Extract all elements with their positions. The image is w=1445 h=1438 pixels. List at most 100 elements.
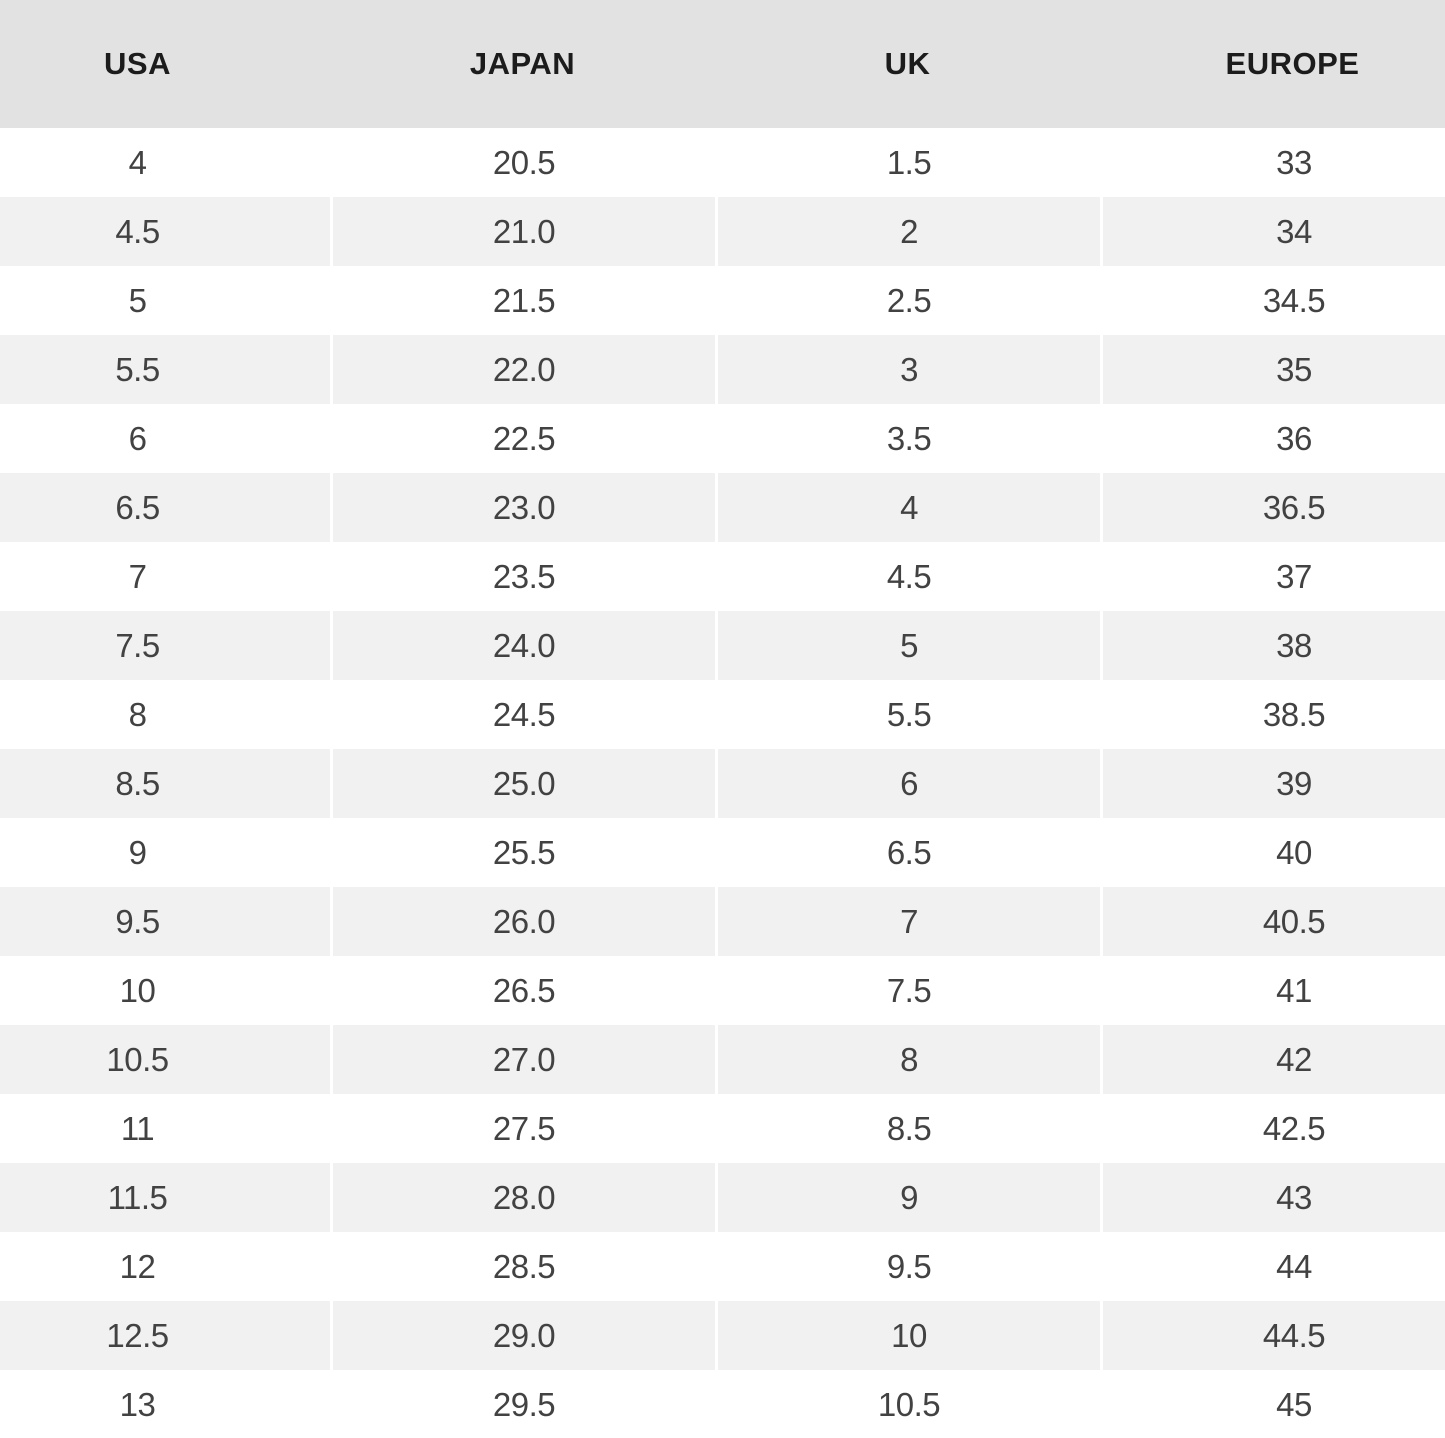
table-cell-europe: 34 xyxy=(1100,197,1445,266)
table-cell-usa: 7.5 xyxy=(0,611,330,680)
table-row: 8 24.5 5.5 38.5 xyxy=(0,680,1445,749)
table-row: 10.5 27.0 8 42 xyxy=(0,1025,1445,1094)
table-cell-usa: 10.5 xyxy=(0,1025,330,1094)
table-cell-japan: 27.5 xyxy=(330,1094,715,1163)
column-header-japan: JAPAN xyxy=(330,0,715,128)
table-row: 6 22.5 3.5 36 xyxy=(0,404,1445,473)
table-cell-europe: 40.5 xyxy=(1100,887,1445,956)
table-cell-europe: 41 xyxy=(1100,956,1445,1025)
table-cell-uk: 9 xyxy=(715,1163,1100,1232)
table-cell-uk: 4 xyxy=(715,473,1100,542)
table-cell-europe: 36 xyxy=(1100,404,1445,473)
table-row: 11 27.5 8.5 42.5 xyxy=(0,1094,1445,1163)
table-cell-uk: 3.5 xyxy=(715,404,1100,473)
table-cell-japan: 25.5 xyxy=(330,818,715,887)
table-cell-uk: 5 xyxy=(715,611,1100,680)
table-row: 7 23.5 4.5 37 xyxy=(0,542,1445,611)
table-cell-europe: 40 xyxy=(1100,818,1445,887)
table-cell-usa: 11 xyxy=(0,1094,330,1163)
table-row: 10 26.5 7.5 41 xyxy=(0,956,1445,1025)
table-cell-uk: 1.5 xyxy=(715,128,1100,197)
table-cell-japan: 22.5 xyxy=(330,404,715,473)
table-cell-europe: 43 xyxy=(1100,1163,1445,1232)
table-cell-uk: 4.5 xyxy=(715,542,1100,611)
table-cell-japan: 29.5 xyxy=(330,1370,715,1438)
table-cell-japan: 28.5 xyxy=(330,1232,715,1301)
table-row: 5 21.5 2.5 34.5 xyxy=(0,266,1445,335)
table-cell-usa: 8 xyxy=(0,680,330,749)
table-cell-uk: 2.5 xyxy=(715,266,1100,335)
table-cell-japan: 27.0 xyxy=(330,1025,715,1094)
table-cell-uk: 6.5 xyxy=(715,818,1100,887)
table-cell-japan: 20.5 xyxy=(330,128,715,197)
column-header-europe: EUROPE xyxy=(1100,0,1445,128)
table-cell-usa: 7 xyxy=(0,542,330,611)
table-cell-japan: 21.0 xyxy=(330,197,715,266)
table-cell-usa: 5 xyxy=(0,266,330,335)
table-row: 7.5 24.0 5 38 xyxy=(0,611,1445,680)
table-cell-japan: 26.0 xyxy=(330,887,715,956)
table-body: 4 20.5 1.5 33 4.5 21.0 2 34 5 21.5 2.5 3… xyxy=(0,128,1445,1438)
table-cell-europe: 35 xyxy=(1100,335,1445,404)
table-cell-europe: 37 xyxy=(1100,542,1445,611)
table-row: 13 29.5 10.5 45 xyxy=(0,1370,1445,1438)
table-cell-uk: 7.5 xyxy=(715,956,1100,1025)
table-cell-japan: 23.5 xyxy=(330,542,715,611)
table-cell-usa: 9 xyxy=(0,818,330,887)
table-cell-uk: 10.5 xyxy=(715,1370,1100,1438)
table-row: 12.5 29.0 10 44.5 xyxy=(0,1301,1445,1370)
table-cell-japan: 25.0 xyxy=(330,749,715,818)
table-cell-europe: 38 xyxy=(1100,611,1445,680)
table-cell-europe: 39 xyxy=(1100,749,1445,818)
table-cell-europe: 34.5 xyxy=(1100,266,1445,335)
table-cell-usa: 8.5 xyxy=(0,749,330,818)
table-row: 9.5 26.0 7 40.5 xyxy=(0,887,1445,956)
table-row: 4 20.5 1.5 33 xyxy=(0,128,1445,197)
table-cell-europe: 44 xyxy=(1100,1232,1445,1301)
header-row: USA JAPAN UK EUROPE xyxy=(0,0,1445,128)
table-cell-europe: 42.5 xyxy=(1100,1094,1445,1163)
table-cell-uk: 5.5 xyxy=(715,680,1100,749)
table-row: 8.5 25.0 6 39 xyxy=(0,749,1445,818)
table-row: 9 25.5 6.5 40 xyxy=(0,818,1445,887)
table-cell-usa: 6.5 xyxy=(0,473,330,542)
table-cell-japan: 24.5 xyxy=(330,680,715,749)
table-cell-japan: 26.5 xyxy=(330,956,715,1025)
table-cell-europe: 36.5 xyxy=(1100,473,1445,542)
table-row: 5.5 22.0 3 35 xyxy=(0,335,1445,404)
table-cell-usa: 4 xyxy=(0,128,330,197)
table-cell-usa: 13 xyxy=(0,1370,330,1438)
table-cell-uk: 3 xyxy=(715,335,1100,404)
table-cell-japan: 22.0 xyxy=(330,335,715,404)
table-cell-usa: 11.5 xyxy=(0,1163,330,1232)
column-header-usa: USA xyxy=(0,0,330,128)
table-cell-uk: 7 xyxy=(715,887,1100,956)
table-cell-uk: 8 xyxy=(715,1025,1100,1094)
table-header: USA JAPAN UK EUROPE xyxy=(0,0,1445,128)
table-cell-usa: 12.5 xyxy=(0,1301,330,1370)
table-cell-usa: 9.5 xyxy=(0,887,330,956)
table-cell-usa: 5.5 xyxy=(0,335,330,404)
table-cell-usa: 10 xyxy=(0,956,330,1025)
table-cell-europe: 45 xyxy=(1100,1370,1445,1438)
table-row: 6.5 23.0 4 36.5 xyxy=(0,473,1445,542)
column-header-uk: UK xyxy=(715,0,1100,128)
table-cell-japan: 29.0 xyxy=(330,1301,715,1370)
table-cell-uk: 2 xyxy=(715,197,1100,266)
table-cell-europe: 33 xyxy=(1100,128,1445,197)
table-cell-usa: 6 xyxy=(0,404,330,473)
table-cell-uk: 6 xyxy=(715,749,1100,818)
table-cell-japan: 28.0 xyxy=(330,1163,715,1232)
table-cell-usa: 12 xyxy=(0,1232,330,1301)
table-cell-uk: 8.5 xyxy=(715,1094,1100,1163)
table-row: 11.5 28.0 9 43 xyxy=(0,1163,1445,1232)
table-cell-usa: 4.5 xyxy=(0,197,330,266)
table-cell-uk: 9.5 xyxy=(715,1232,1100,1301)
table-cell-japan: 21.5 xyxy=(330,266,715,335)
table-cell-europe: 38.5 xyxy=(1100,680,1445,749)
table-cell-europe: 44.5 xyxy=(1100,1301,1445,1370)
table-row: 12 28.5 9.5 44 xyxy=(0,1232,1445,1301)
table-cell-japan: 23.0 xyxy=(330,473,715,542)
